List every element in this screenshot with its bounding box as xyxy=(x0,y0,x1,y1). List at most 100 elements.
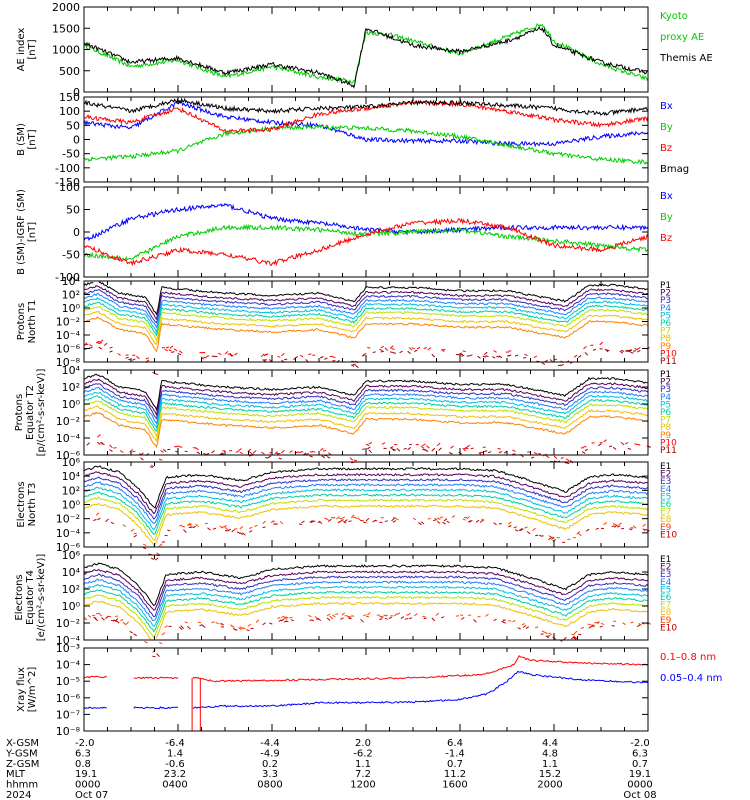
legend-entry: E10 xyxy=(660,623,677,633)
x-axis-value: 1.1 xyxy=(355,759,371,770)
spectral-channel-line xyxy=(95,512,646,555)
legend-entry: E1 xyxy=(660,555,671,565)
x-axis-value: -2.0 xyxy=(630,738,650,749)
spectral-channel-line xyxy=(83,600,649,640)
spectral-channel-line xyxy=(83,292,649,329)
y-tick-label: 10⁻⁸ xyxy=(56,725,81,738)
legend-entry: E9 xyxy=(660,523,672,533)
spectral-channel-line xyxy=(83,491,648,536)
y-tick-label: 10² xyxy=(62,583,80,596)
x-axis-value: 6.3 xyxy=(75,748,91,759)
y-tick-label: 10⁻² xyxy=(56,513,80,526)
spectral-channel-line xyxy=(83,573,649,618)
legend-entry: E2 xyxy=(660,563,671,573)
y-axis-label: B (SM)-IGRF (SM) xyxy=(16,189,27,275)
y-axis-label: Equator T2 xyxy=(25,385,36,440)
x-axis-value: -2.0 xyxy=(75,738,95,749)
y-tick-label: 100 xyxy=(59,181,80,194)
y-tick-label: 10⁻⁶ xyxy=(56,692,81,705)
x-axis-value: 6.4 xyxy=(447,738,463,749)
legend-entry: P2 xyxy=(660,289,671,299)
legend-entry: Bx xyxy=(660,191,673,202)
y-axis-label: Protons xyxy=(14,394,25,431)
y-axis-label: [nT] xyxy=(27,222,38,242)
y-tick-label: -50 xyxy=(62,249,80,262)
y-tick-label: 150 xyxy=(59,91,80,104)
spectral-channel-line xyxy=(83,301,649,337)
y-tick-label: 50 xyxy=(66,204,80,217)
spectral-channel-line xyxy=(83,316,649,353)
legend-entry: P9 xyxy=(660,431,671,441)
panel-frame-b-igrf xyxy=(83,186,649,278)
spectral-channel-line xyxy=(83,305,649,342)
y-tick-label: 1000 xyxy=(52,44,80,57)
data-layer xyxy=(83,22,652,731)
legend-entry: P1 xyxy=(660,281,671,291)
series-themis-ae xyxy=(83,26,649,89)
legend-entry: E5 xyxy=(660,585,671,595)
legend-entry: P8 xyxy=(660,334,671,344)
spectral-channel-line xyxy=(83,281,649,316)
legend-entry: 0.1–0.8 nm xyxy=(660,652,716,663)
y-tick-label: 10⁴ xyxy=(62,275,81,288)
y-tick-label: 10⁻² xyxy=(56,415,80,428)
spectral-channel-line xyxy=(83,465,649,509)
series-bz xyxy=(83,99,649,135)
legend-entry: P5 xyxy=(660,311,671,321)
y-axis-label: [e/(cm²-s-sr-keV)] xyxy=(36,554,47,642)
spectral-channel-line xyxy=(93,615,641,658)
x-axis-value: 3.3 xyxy=(262,769,278,780)
x-axis-value: 11.2 xyxy=(444,769,466,780)
y-tick-label: 10⁻⁴ xyxy=(56,432,81,445)
spectral-channel-line xyxy=(83,502,649,547)
legend-entry: E5 xyxy=(660,492,671,502)
panel-frames xyxy=(83,6,649,732)
spectral-channel-line xyxy=(83,339,650,375)
y-tick-label: 50 xyxy=(66,119,80,132)
y-tick-label: 1500 xyxy=(52,22,80,35)
legend-entry: P5 xyxy=(660,400,671,410)
spectral-channel-line xyxy=(83,481,649,525)
y-tick-label: 2000 xyxy=(52,1,80,14)
y-tick-label: 10⁴ xyxy=(62,364,81,377)
spectral-channel-line xyxy=(83,578,649,622)
legend-entry: P3 xyxy=(660,385,671,395)
y-tick-label: 10⁰ xyxy=(62,499,81,512)
y-tick-label: 100 xyxy=(59,105,80,118)
y-axis-label: AE index xyxy=(16,28,27,72)
series-by xyxy=(83,123,649,166)
legend-entry: 0.05–0.4 nm xyxy=(660,673,722,684)
spectral-channel-line xyxy=(83,583,649,628)
y-tick-label: -100 xyxy=(55,162,80,175)
legend-entry: E3 xyxy=(660,477,671,487)
legend-entry: Bx xyxy=(660,101,673,112)
spectral-channel-line xyxy=(83,289,648,324)
x-axis-value: -1.4 xyxy=(445,748,465,759)
spectral-channel-line xyxy=(83,496,649,541)
y-tick-label: 0 xyxy=(73,226,80,239)
x-axis-row-label: hhmm xyxy=(6,780,38,791)
x-axis-value: 1200 xyxy=(350,780,375,791)
x-axis-value: -4.4 xyxy=(260,738,280,749)
x-axis-value: 0.8 xyxy=(75,759,91,770)
xray-series-line xyxy=(83,655,649,683)
spectral-channel-line xyxy=(83,383,649,420)
spectral-channel-line xyxy=(83,476,649,520)
series-by xyxy=(83,223,649,261)
legend-entry: P10 xyxy=(660,349,677,359)
y-tick-label: 10⁻⁵ xyxy=(56,675,80,688)
legend-entry: E3 xyxy=(660,570,671,580)
y-axis-label: [p/(cm²-s-sr-keV)] xyxy=(36,369,47,457)
legend-entry: E4 xyxy=(660,485,672,495)
y-axis-label: Xray flux xyxy=(16,667,27,712)
spectral-channel-line xyxy=(83,400,649,439)
x-axis-row-label: 2024 xyxy=(6,790,31,800)
spectral-channel-line xyxy=(83,471,649,515)
x-axis-value: 0.7 xyxy=(447,759,463,770)
legend-entry: Bz xyxy=(660,143,672,154)
y-tick-label: 10⁻³ xyxy=(56,642,80,655)
legend-entry: E8 xyxy=(660,515,672,525)
legend-entry: P11 xyxy=(660,446,677,456)
y-tick-label: 10⁴ xyxy=(62,566,81,579)
